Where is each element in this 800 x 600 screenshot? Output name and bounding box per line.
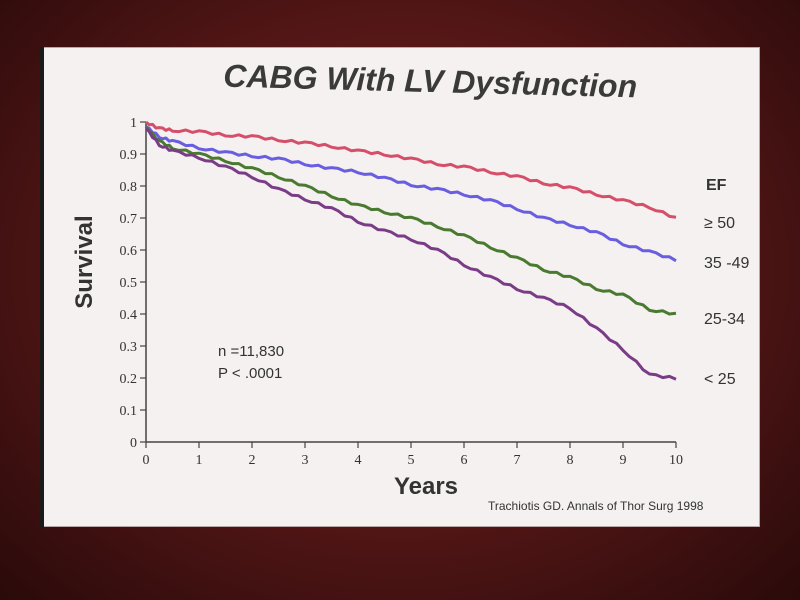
slide-edge [40, 47, 44, 527]
p-value-annotation: P < .0001 [218, 365, 282, 382]
legend-label-2: 35 -49 [704, 255, 749, 272]
y-tick-label: 0.4 [120, 308, 138, 323]
y-tick-label: 0.9 [120, 148, 138, 163]
x-tick-label: 1 [196, 453, 203, 468]
x-tick-label: 8 [567, 453, 574, 468]
y-tick-label: 1 [130, 116, 137, 131]
x-tick-label: 0 [143, 453, 150, 468]
chart-title: CABG With LV Dysfunction [223, 58, 638, 105]
x-tick-label: 10 [669, 453, 683, 468]
legend-label-3: 25-34 [704, 311, 745, 328]
y-tick-label: 0.1 [120, 404, 138, 419]
curve-series-1 [145, 120, 677, 219]
curve-series-2 [145, 125, 677, 263]
x-ticks: 0 1 2 3 4 5 6 7 8 9 10 [143, 442, 683, 468]
x-tick-label: 4 [355, 453, 362, 468]
x-tick-label: 3 [302, 453, 309, 468]
x-tick-label: 7 [514, 453, 521, 468]
y-tick-label: 0.7 [120, 212, 138, 227]
x-tick-label: 6 [461, 453, 468, 468]
curve-series-3 [144, 125, 677, 316]
y-tick-label: 0.3 [120, 340, 138, 355]
x-tick-label: 2 [249, 453, 256, 468]
y-tick-label: 0.8 [120, 180, 138, 195]
y-tick-label: 0.6 [120, 244, 138, 259]
y-axis-label: Survival [71, 215, 98, 308]
curve-series-4 [144, 127, 677, 381]
axes [145, 122, 676, 443]
y-tick-label: 0 [130, 436, 137, 451]
sample-size-annotation: n =11,830 [218, 343, 284, 360]
y-ticks: 0 0.1 0.2 0.3 0.4 0.5 0.6 0.7 0.8 0.9 1 [120, 116, 146, 451]
legend: ≥ 50 35 -49 25-34 < 25 [704, 215, 749, 388]
legend-title: EF [706, 177, 727, 194]
legend-label-1: ≥ 50 [704, 215, 735, 232]
x-axis-label: Years [394, 473, 458, 500]
y-tick-label: 0.2 [120, 372, 138, 387]
y-tick-label: 0.5 [120, 276, 138, 291]
legend-label-4: < 25 [704, 371, 736, 388]
x-tick-label: 5 [408, 453, 415, 468]
source-citation: Trachiotis GD. Annals of Thor Surg 1998 [488, 499, 704, 513]
x-tick-label: 9 [620, 453, 627, 468]
survival-curves [144, 120, 677, 381]
